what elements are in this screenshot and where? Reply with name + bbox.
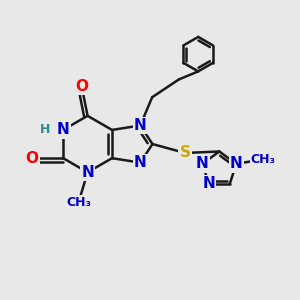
Text: N: N <box>57 122 70 137</box>
Text: N: N <box>134 118 147 133</box>
Text: N: N <box>196 156 209 171</box>
Text: S: S <box>180 146 191 160</box>
Text: CH₃: CH₃ <box>250 153 275 166</box>
Text: N: N <box>134 155 147 170</box>
Text: O: O <box>75 79 88 94</box>
Text: H: H <box>40 123 50 136</box>
Text: CH₃: CH₃ <box>66 196 91 208</box>
Text: N: N <box>202 176 215 191</box>
Text: N: N <box>81 165 94 180</box>
Text: N: N <box>230 156 243 171</box>
Text: O: O <box>26 151 38 166</box>
